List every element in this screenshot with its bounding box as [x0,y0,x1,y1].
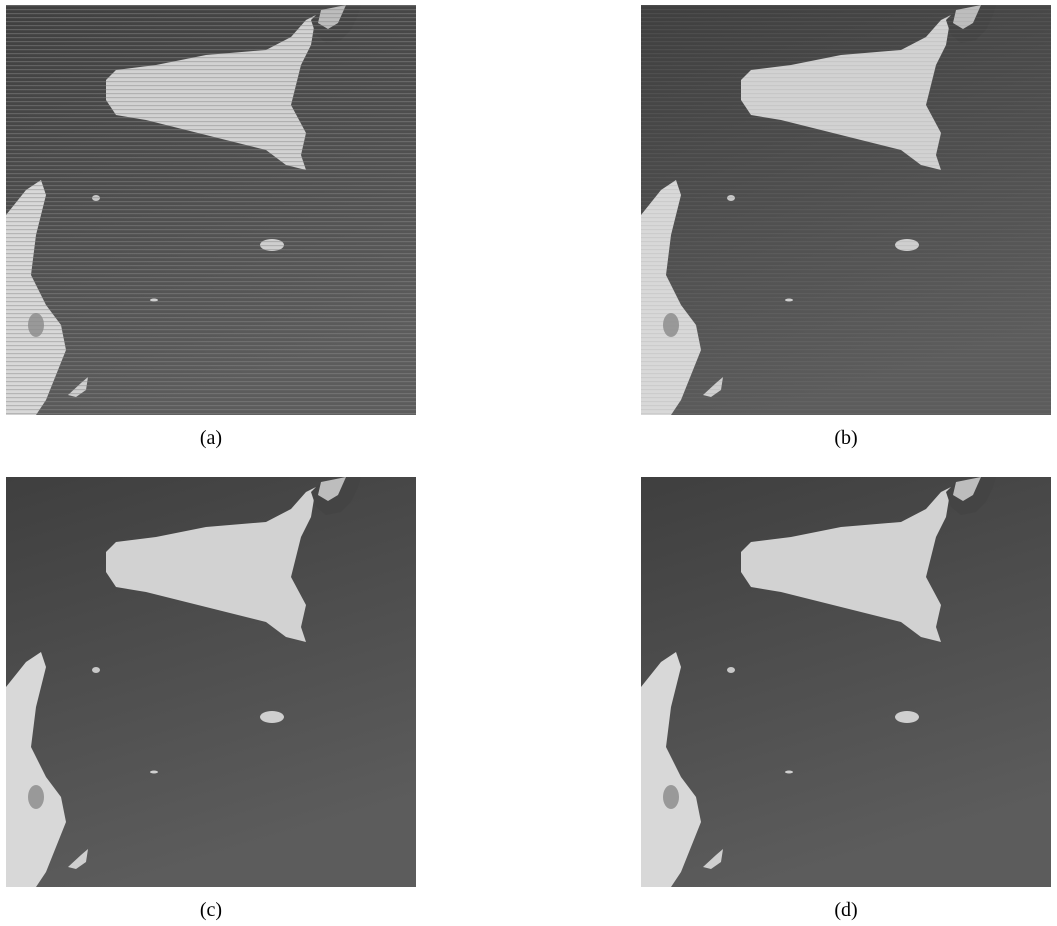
page: (a) (b) (c) (d) (() => { const data = JS… [0,0,1057,926]
caption: (a) [6,427,416,450]
satellite-image [6,477,416,887]
caption: (b) [641,427,1051,450]
satellite-image [641,5,1051,415]
caption: (c) [6,899,416,922]
caption: (d) [641,899,1051,922]
satellite-image [6,5,416,415]
satellite-image [641,477,1051,887]
